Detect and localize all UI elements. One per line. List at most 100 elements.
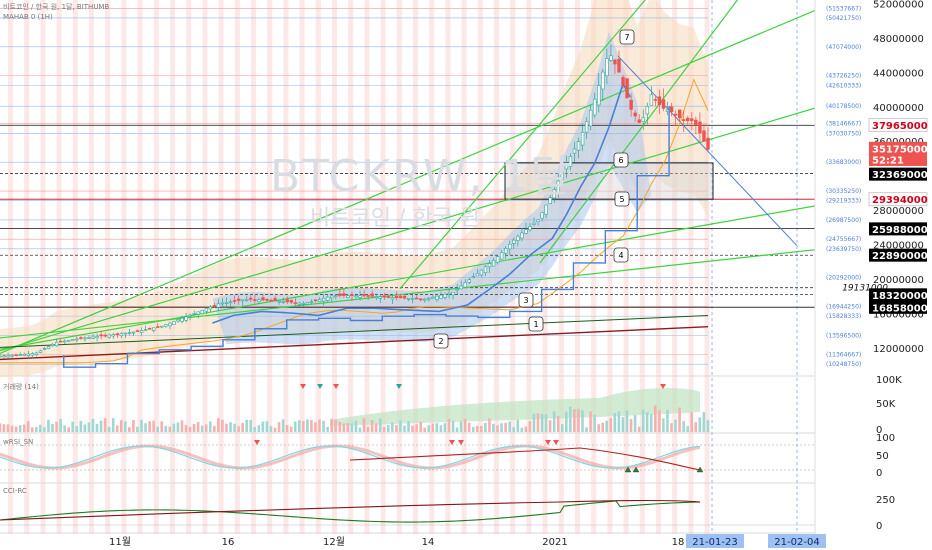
volume-bar xyxy=(492,423,495,432)
candle xyxy=(103,332,107,338)
candle-body xyxy=(338,293,342,296)
volume-bar xyxy=(382,427,386,432)
candle xyxy=(560,164,565,181)
volume-bar xyxy=(237,426,240,432)
candle xyxy=(115,332,120,338)
candle-body xyxy=(556,180,561,195)
candle xyxy=(71,339,75,341)
candle xyxy=(330,294,334,302)
candle-body xyxy=(653,99,658,101)
candle-body xyxy=(87,337,91,339)
candle xyxy=(593,92,597,118)
candle-body xyxy=(192,313,196,315)
cci-signal xyxy=(0,499,701,521)
candle xyxy=(427,296,431,302)
candle-body xyxy=(552,189,556,199)
candle-body xyxy=(75,338,79,341)
volume-bar xyxy=(658,410,661,432)
candle-body xyxy=(50,344,55,347)
time-tick: 18 xyxy=(672,537,685,548)
candle-body xyxy=(79,337,83,339)
volume-bar xyxy=(666,410,669,432)
candle-body xyxy=(528,226,532,231)
volume-bar xyxy=(431,423,435,432)
candle xyxy=(265,298,269,302)
candle xyxy=(184,313,188,323)
volume-bar xyxy=(124,421,127,432)
volume-bar xyxy=(192,424,196,432)
volume-bar xyxy=(556,416,560,432)
candle xyxy=(208,305,213,312)
candle-body xyxy=(147,328,152,330)
candle-body xyxy=(317,298,322,303)
candle xyxy=(544,204,548,219)
volume-bar xyxy=(366,426,370,432)
candle-body xyxy=(10,354,14,357)
candles xyxy=(0,44,710,359)
candle xyxy=(552,185,556,203)
price-tag-label: 25988000 xyxy=(872,225,928,236)
candle-body xyxy=(382,295,387,298)
candle xyxy=(524,222,528,235)
trend-line xyxy=(0,0,842,355)
candle-body xyxy=(665,109,670,112)
time-tick: 14 xyxy=(422,537,435,548)
volume-bar xyxy=(488,418,491,432)
candle xyxy=(317,297,322,303)
candle xyxy=(2,354,6,359)
session-stripe xyxy=(137,0,143,535)
volume-bar xyxy=(2,424,6,432)
candle xyxy=(131,331,136,336)
candle-body xyxy=(540,212,544,219)
candle xyxy=(14,354,18,357)
candle-body xyxy=(669,106,674,112)
session-stripe xyxy=(72,0,78,535)
fib-axis-label: (11364667) xyxy=(826,352,861,359)
candle-body xyxy=(103,334,107,337)
candle xyxy=(0,354,2,358)
session-stripe xyxy=(56,0,62,535)
volume-bar xyxy=(22,424,26,432)
candle-body xyxy=(374,296,378,298)
volume-bar xyxy=(589,411,592,432)
candle xyxy=(188,313,192,321)
candle xyxy=(419,298,423,302)
candle-body xyxy=(588,109,593,127)
price-tick: 48000000 xyxy=(873,34,924,45)
price-tick: 16000000 xyxy=(873,310,924,321)
volume-bar xyxy=(649,414,653,432)
volume-bar xyxy=(540,414,544,432)
volume-bar xyxy=(217,418,220,432)
candle xyxy=(451,291,455,300)
candle-body xyxy=(265,298,269,301)
price-tick: 12000000 xyxy=(873,344,924,355)
time-tick: 12월 xyxy=(323,536,345,548)
candle xyxy=(253,294,257,304)
volume-bar xyxy=(107,427,111,432)
candle-body xyxy=(249,297,253,300)
candle-body xyxy=(220,302,225,305)
volume-bar xyxy=(625,410,629,432)
candle xyxy=(568,153,573,171)
candle-body xyxy=(71,339,75,341)
candle-body xyxy=(196,311,200,315)
candle xyxy=(99,331,103,340)
session-stripe xyxy=(89,0,94,535)
candle xyxy=(532,217,536,227)
price-tag xyxy=(869,288,927,302)
candle xyxy=(354,293,358,299)
volume-bar xyxy=(338,421,342,432)
volume-bar xyxy=(314,422,317,432)
candle-body xyxy=(309,301,314,303)
candle-body xyxy=(236,298,241,301)
fast-ma xyxy=(212,81,631,324)
candle xyxy=(54,338,59,347)
candle xyxy=(107,333,111,339)
candle-body xyxy=(313,299,318,302)
volume-bar xyxy=(411,425,414,432)
candle-body xyxy=(673,113,678,116)
candle xyxy=(447,287,451,299)
volume-bar xyxy=(573,409,576,432)
volume-bar xyxy=(548,420,552,432)
